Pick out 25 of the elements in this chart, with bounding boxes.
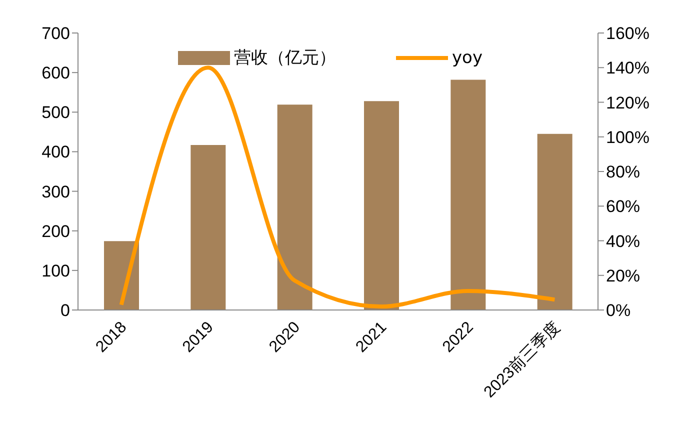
bar (450, 80, 486, 310)
y-tick-label: 700 (42, 24, 70, 44)
y-tick-label: 200 (42, 222, 70, 241)
y2-tick-label: 40% (606, 232, 640, 251)
legend-label: 营收（亿元） (234, 47, 336, 69)
y-tick-label: 0 (60, 301, 70, 320)
y2-tick-label: 100% (606, 128, 650, 147)
y2-tick-label: 80% (606, 162, 640, 182)
y2-tick-label: 120% (606, 93, 650, 112)
y-tick-label: 500 (42, 103, 70, 122)
legend-label: yoy (452, 48, 483, 68)
bar (190, 144, 226, 310)
y2-tick-label: 140% (606, 58, 650, 78)
y-tick-label: 400 (42, 142, 70, 162)
line-series (119, 66, 557, 309)
y2-tick-label: 160% (606, 24, 650, 44)
bar (537, 134, 572, 310)
y2-tick-label: 60% (606, 197, 640, 216)
y-tick-label: 300 (42, 182, 70, 202)
y-tick-label: 600 (42, 64, 70, 83)
y2-tick-label: 0% (606, 301, 631, 320)
y-tick-label: 100 (42, 261, 70, 280)
bar (277, 104, 312, 310)
bar (364, 101, 399, 310)
y2-tick-label: 20% (606, 266, 640, 286)
